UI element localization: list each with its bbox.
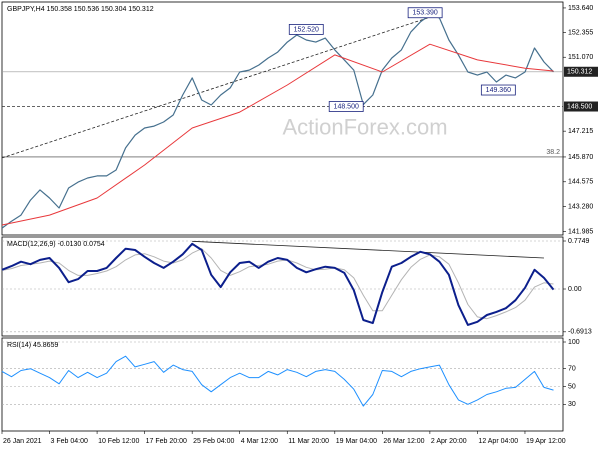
panel-title: MACD(12,26,9) -0.0130 0.0754 [7, 241, 105, 248]
y-tick-label: -0.6913 [568, 329, 592, 336]
panel-title: GBPJPY,H4 150.358 150.536 150.304 150.31… [7, 6, 154, 13]
watermark: ActionForex.com [282, 114, 447, 139]
panel-frame [1, 236, 564, 337]
x-tick-label: 11 Mar 20:00 [288, 438, 329, 445]
level-box [564, 101, 598, 112]
x-tick-label: 4 Mar 12:00 [241, 438, 278, 445]
trendline [192, 240, 545, 259]
annotation-box [407, 7, 443, 19]
x-tick-label: 26 Jan 2021 [3, 438, 42, 445]
series-line [1, 248, 554, 320]
fib-label: 38.2 [546, 149, 560, 156]
y-tick-label: 141.985 [568, 228, 593, 235]
y-tick-label: 145.870 [568, 154, 593, 161]
panel-frame [1, 1, 564, 236]
y-tick-label: 144.575 [568, 179, 593, 186]
y-tick-label: 152.355 [568, 29, 593, 36]
annotation-box [288, 24, 324, 35]
y-tick-label: 151.070 [568, 54, 593, 61]
y-tick-label: 70 [568, 366, 576, 373]
x-tick-label: 26 Mar 12:00 [383, 438, 424, 445]
price-box [564, 66, 598, 77]
annotation-label: 149.360 [486, 87, 511, 94]
y-tick-label: 30 [568, 401, 576, 408]
y-tick-label: 0.00 [568, 286, 582, 293]
x-tick-label: 17 Feb 20:00 [146, 438, 187, 445]
series-line [1, 242, 555, 326]
x-tick-label: 2 Apr 20:00 [431, 438, 467, 445]
x-tick-label: 10 Feb 12:00 [98, 438, 139, 445]
y-tick-label: 100 [568, 339, 580, 346]
panel-title: RSI(14) 45.8659 [7, 342, 58, 349]
x-tick-label: 25 Feb 04:00 [193, 438, 234, 445]
y-tick-label: 153.640 [568, 5, 593, 12]
series-line [1, 355, 554, 407]
price-label: 150.312 [567, 69, 592, 76]
annotation-label: 148.500 [334, 103, 359, 110]
y-tick-label: 0.7749 [568, 238, 590, 245]
x-tick-label: 3 Feb 04:00 [51, 438, 88, 445]
annotation-label: 153.390 [412, 10, 437, 17]
trendline [1, 13, 440, 159]
annotation-box [328, 101, 364, 112]
annotation-box [480, 84, 516, 96]
y-tick-label: 147.215 [568, 128, 593, 135]
y-tick-label: 143.280 [568, 203, 593, 210]
level-label: 148.500 [567, 103, 592, 110]
panel-frame [1, 337, 564, 432]
series-line [1, 14, 554, 229]
annotation-label: 152.520 [294, 26, 319, 33]
x-tick-label: 12 Apr 04:00 [478, 438, 518, 445]
y-tick-label: 50 [568, 383, 576, 390]
series-line [1, 43, 554, 226]
x-tick-label: 19 Apr 12:00 [526, 438, 566, 445]
x-tick-label: 19 Mar 04:00 [336, 438, 377, 445]
